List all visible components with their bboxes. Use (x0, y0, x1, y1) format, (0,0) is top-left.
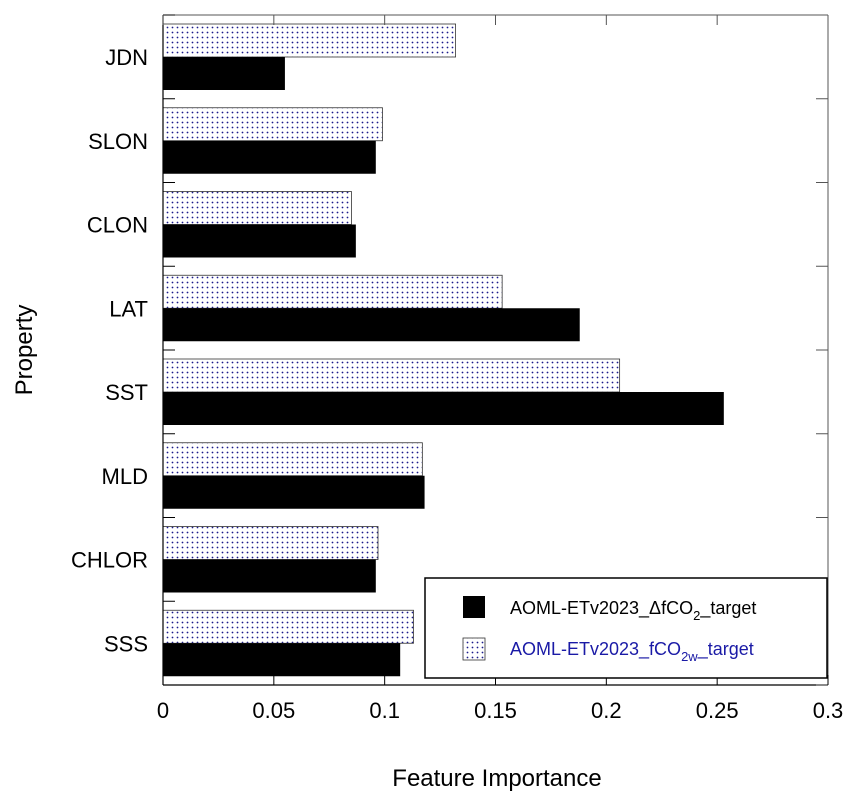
x-tick-label: 0 (157, 698, 169, 723)
bar-slon-fco2w (162, 107, 383, 142)
x-tick-label: 0.15 (474, 698, 517, 723)
bar-sss-dfco2 (163, 643, 401, 677)
bar-sst-dfco2 (163, 392, 724, 425)
x-tick-label: 0.2 (591, 698, 622, 723)
bar-sss-fco2w (162, 609, 414, 644)
y-tick-label-lat: LAT (109, 296, 148, 321)
y-tick-label-slon: SLON (88, 129, 148, 154)
bar-chlor-fco2w (162, 526, 379, 560)
bar-sst-fco2w (162, 358, 621, 393)
x-tick-label: 0.1 (369, 698, 400, 723)
bar-mld-fco2w (162, 442, 423, 477)
legend-swatch-dfco2 (463, 596, 485, 618)
bar-jdn-fco2w (162, 23, 457, 58)
x-tick-label: 0.05 (252, 698, 295, 723)
bar-mld-dfco2 (163, 475, 425, 509)
legend-label-fco2w: AOML-ETv2023_fCO2w_target (510, 639, 754, 664)
y-tick-label-sss: SSS (104, 631, 148, 656)
bar-chlor-dfco2 (163, 559, 376, 593)
x-tick-label: 0.3 (813, 698, 844, 723)
bar-lat-fco2w (162, 274, 503, 309)
legend-label-dfco2: AOML-ETv2023_ΔfCO2_target (510, 598, 756, 623)
x-axis-title: Feature Importance (392, 765, 601, 792)
y-tick-label-sst: SST (105, 380, 148, 405)
bar-clon-fco2w (162, 191, 352, 225)
bar-jdn-dfco2 (163, 57, 285, 90)
bar-lat-dfco2 (163, 308, 580, 342)
y-tick-label-jdn: JDN (105, 45, 148, 70)
x-tick-label: 0.25 (696, 698, 739, 723)
legend-swatch-fco2w (462, 637, 486, 661)
legend-box (424, 577, 828, 679)
y-tick-label-chlor: CHLOR (71, 548, 148, 573)
y-tick-label-clon: CLON (87, 213, 148, 238)
bar-slon-dfco2 (163, 140, 376, 174)
y-tick-label-mld: MLD (102, 464, 148, 489)
bar-clon-dfco2 (163, 224, 356, 258)
y-axis-title: Property (11, 305, 38, 396)
